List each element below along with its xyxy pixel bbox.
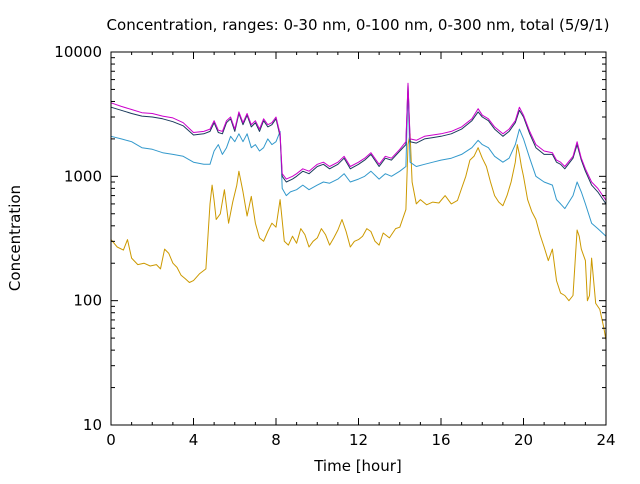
chart-title: Concentration, ranges: 0-30 nm, 0-100 nm… [107, 16, 610, 34]
x-tick-label: 0 [106, 431, 116, 449]
y-tick-label: 10 [83, 416, 102, 434]
x-tick-label: 4 [189, 431, 199, 449]
x-tick-label: 16 [431, 431, 450, 449]
x-tick-label: 12 [349, 431, 368, 449]
series-line-1 [110, 133, 607, 341]
plot-frame [110, 51, 607, 426]
x-tick-label: 20 [514, 431, 533, 449]
plot-area: 0 4 8 12 16 20 24 10 100 1000 10000 [54, 43, 615, 449]
x-tick-label: 8 [271, 431, 281, 449]
y-tick-label: 1000 [64, 167, 102, 185]
y-tick-label: 100 [73, 292, 102, 310]
x-tick-label: 24 [596, 431, 615, 449]
y-axis-label: Concentration [6, 185, 24, 291]
series-line-2 [110, 88, 607, 237]
series-line-4 [110, 82, 607, 201]
y-tick-label: 10000 [54, 43, 102, 61]
series-line-3 [110, 83, 607, 205]
x-axis-label: Time [hour] [313, 457, 402, 475]
